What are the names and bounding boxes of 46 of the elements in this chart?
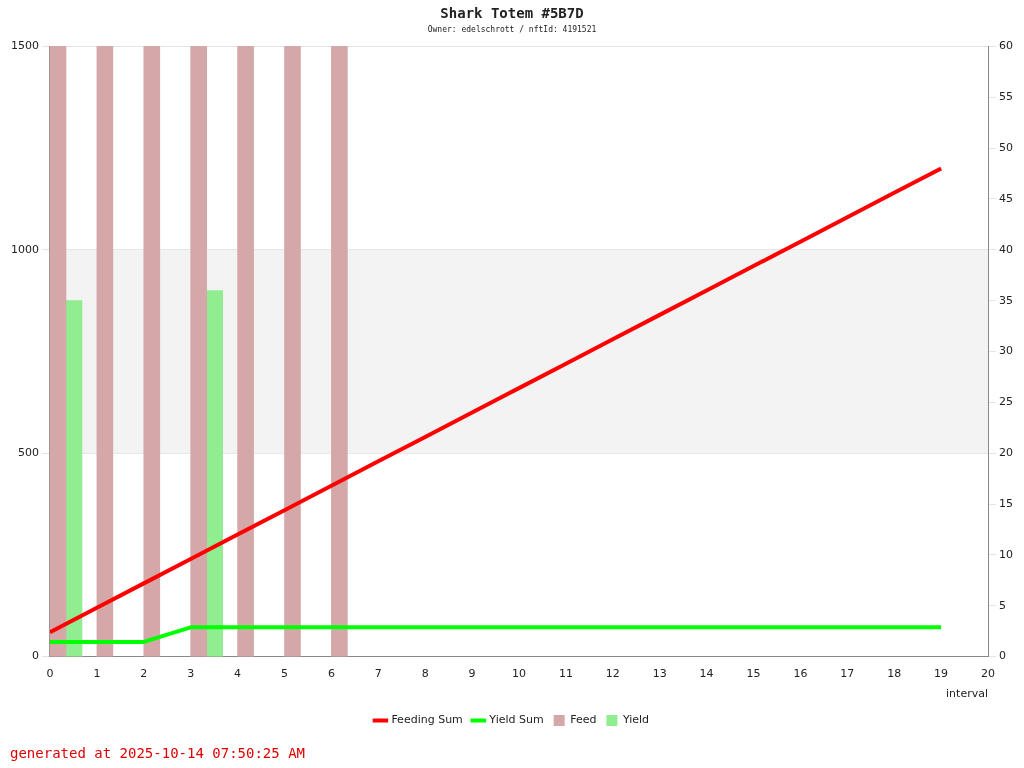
- x-tick-label: 11: [558, 667, 573, 681]
- x-tick-label: 3: [187, 667, 195, 681]
- y-tick-label: 1500: [10, 39, 39, 53]
- x-tick-label: 0: [46, 667, 54, 681]
- legend-label: Feeding Sum: [391, 713, 463, 727]
- y2-tick-label: 20: [999, 446, 1013, 460]
- y2-tick-label: 50: [999, 140, 1013, 154]
- y2-tick-label: 60: [999, 39, 1013, 53]
- x-tick-label: 10: [512, 667, 526, 681]
- x-axis-title: interval: [946, 687, 988, 701]
- y2-tick-label: 35: [999, 293, 1013, 307]
- x-tick-label: 1: [93, 667, 101, 681]
- x-tick-label: 7: [374, 667, 382, 681]
- x-tick-label: 18: [887, 667, 902, 681]
- text: generated at 2025-10-14 07:50:25 AM: [10, 745, 306, 761]
- x-tick-label: 9: [468, 667, 476, 681]
- legend-label: Feed: [570, 713, 597, 727]
- y2-tick-label: 10: [999, 547, 1013, 561]
- y-tick-label: 500: [17, 446, 39, 460]
- legend-label: Yield Sum: [488, 713, 544, 727]
- x-tick-label: 5: [281, 667, 288, 681]
- x-tick-label: 16: [793, 667, 808, 681]
- x-tick-label: 4: [234, 667, 242, 681]
- y2-tick-label: 40: [999, 242, 1013, 256]
- y2-tick-label: 5: [999, 598, 1006, 612]
- x-tick-label: 14: [699, 667, 714, 681]
- y-tick-label: 1000: [10, 242, 39, 256]
- y-tick-label: 0: [31, 649, 39, 663]
- x-tick-label: 15: [746, 667, 761, 681]
- y2-tick-label: 55: [999, 90, 1013, 104]
- y2-tick-label: 0: [999, 649, 1006, 663]
- y2-tick-label: 30: [999, 344, 1013, 358]
- y2-tick-label: 25: [999, 395, 1013, 409]
- x-tick-label: 17: [840, 667, 855, 681]
- x-tick-label: 19: [934, 667, 949, 681]
- chart-subtitle: Owner: edelschrott / nftId: 4191521: [427, 24, 597, 34]
- y2-tick-label: 15: [999, 496, 1013, 510]
- x-tick-label: 20: [981, 667, 995, 681]
- x-tick-label: 12: [605, 667, 620, 681]
- x-tick-label: 13: [652, 667, 667, 681]
- x-tick-label: 2: [140, 667, 148, 681]
- chart-title: Shark Totem #5B7D: [440, 5, 584, 22]
- x-tick-label: 8: [421, 667, 429, 681]
- x-tick-label: 6: [327, 667, 335, 681]
- y2-tick-label: 45: [999, 191, 1013, 205]
- legend-label: Yield: [621, 713, 650, 727]
